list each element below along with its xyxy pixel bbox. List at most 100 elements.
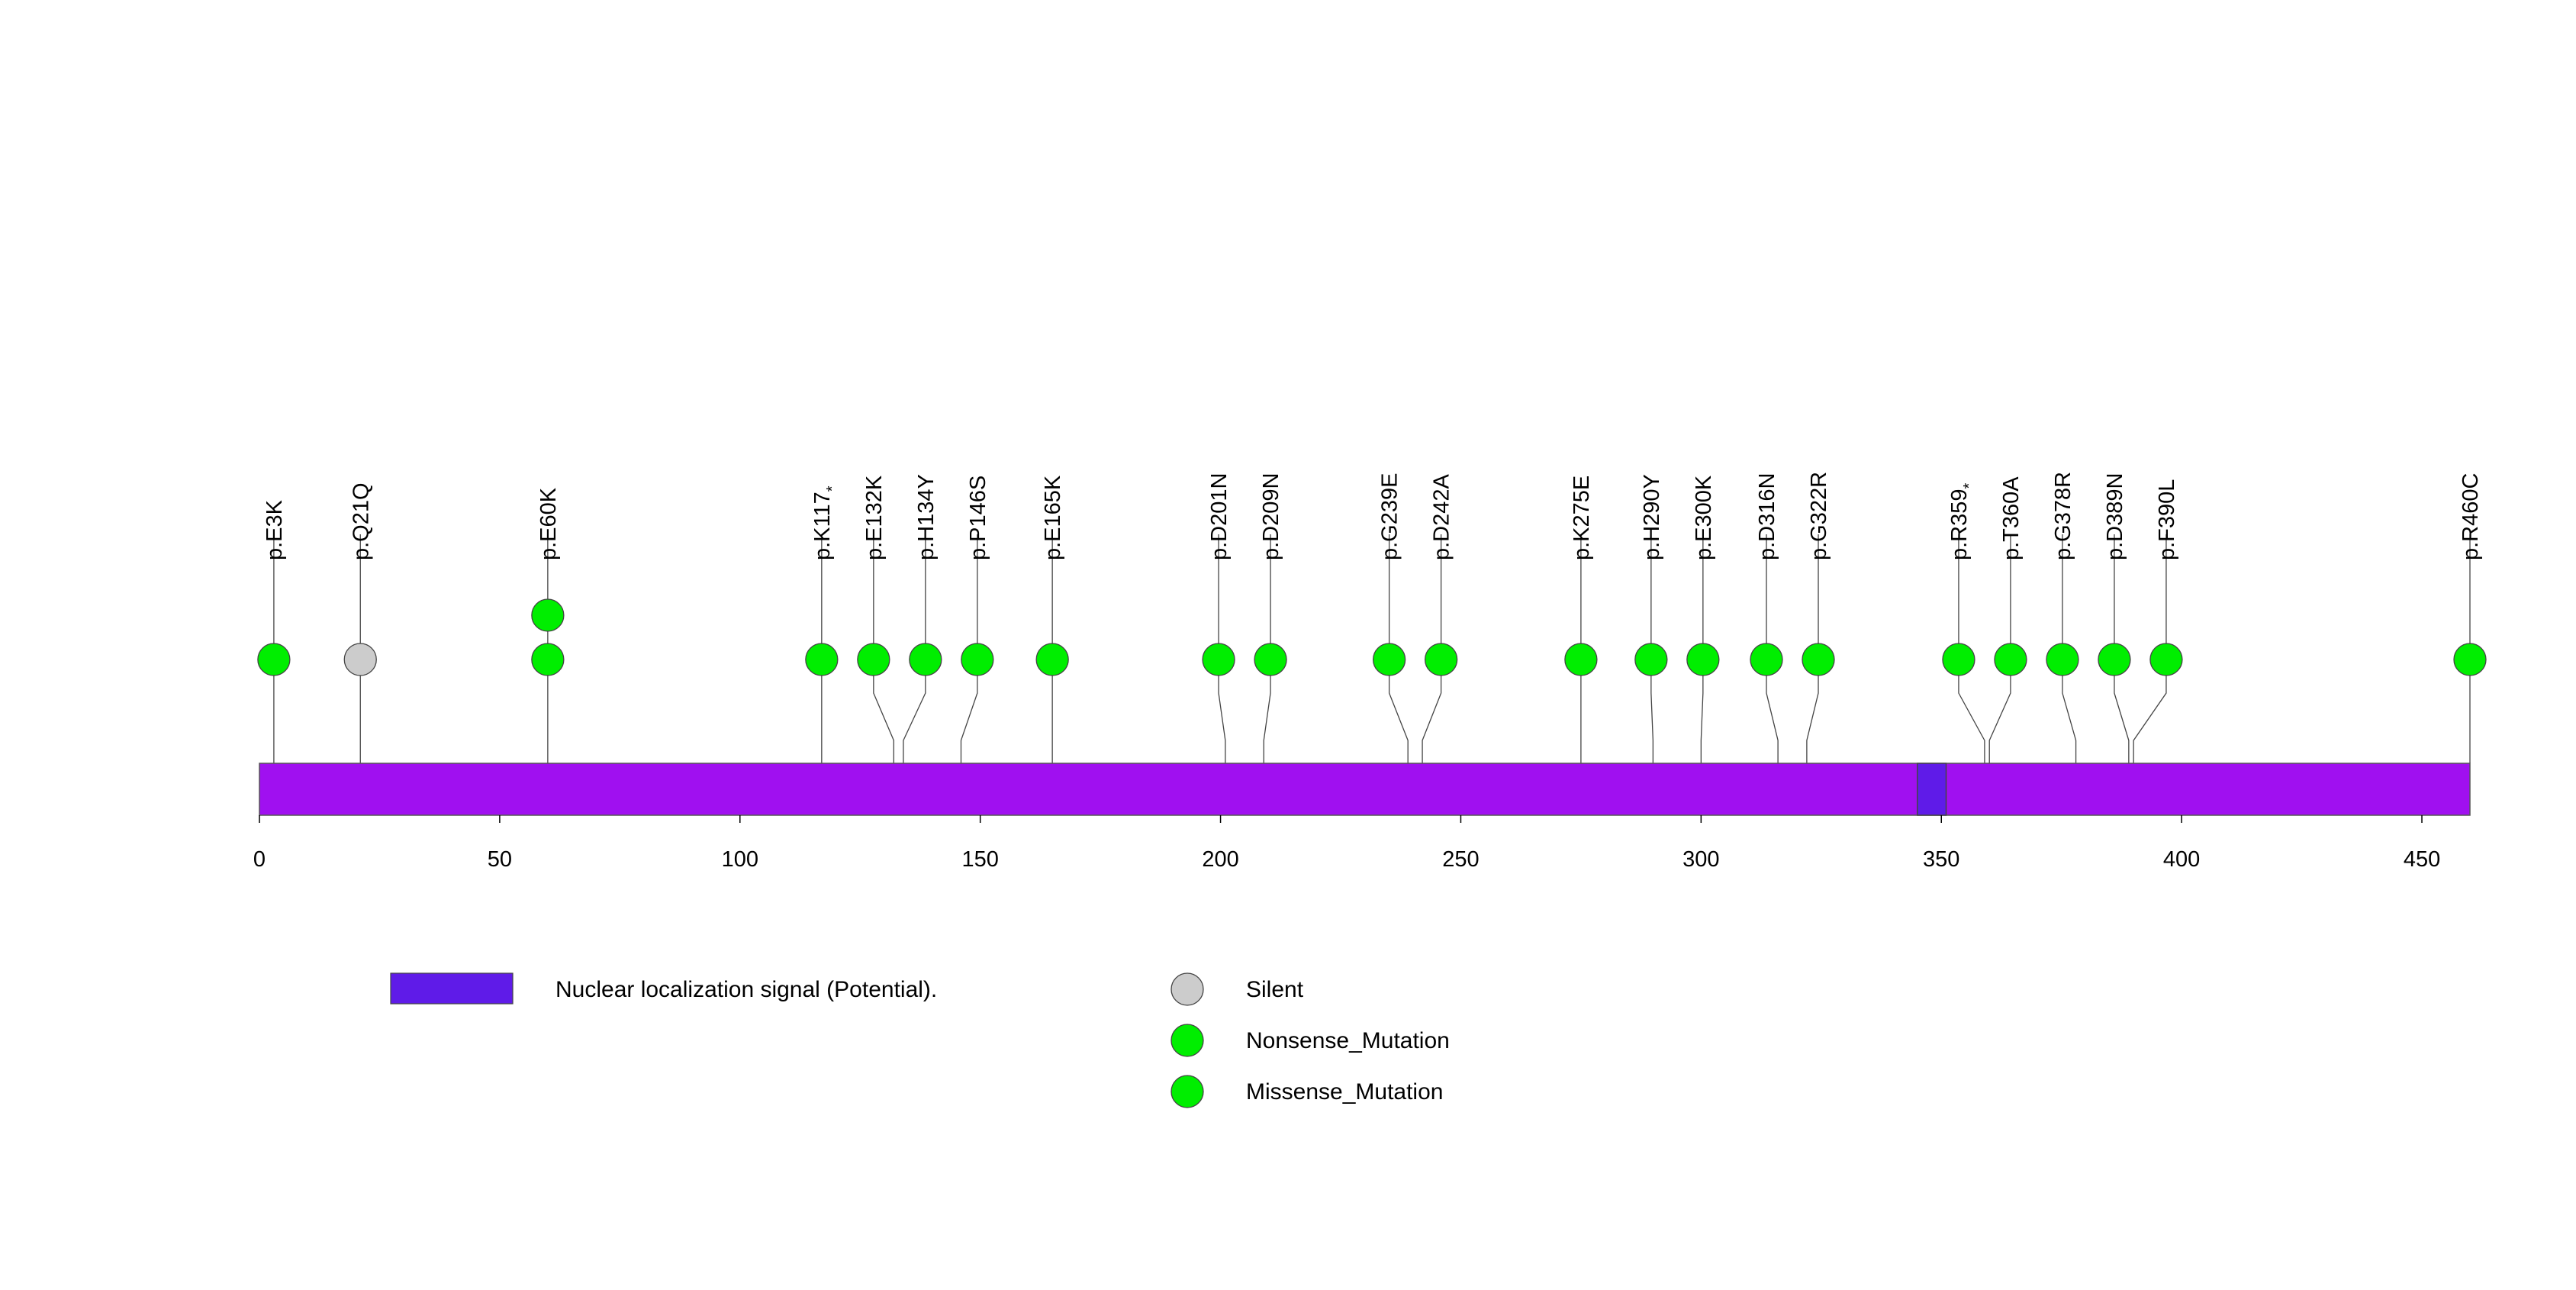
mutation-circle-p-G239E[interactable] xyxy=(1372,643,1406,676)
mutation-circle-p-K275E[interactable] xyxy=(1564,643,1598,676)
tick-label-150: 150 xyxy=(961,847,998,872)
mutation-label-p-G322R: p.G322R xyxy=(1807,472,1831,560)
mutation-circle-p-E165K[interactable] xyxy=(1035,643,1069,676)
svg-text:p.T360A: p.T360A xyxy=(1999,476,2024,560)
mutation-circle-p-E132K[interactable] xyxy=(857,643,890,676)
protein-backbone-group xyxy=(259,763,2471,816)
mutation-label-p-T360A: p.T360A xyxy=(1999,476,2024,560)
svg-text:p.H134Y: p.H134Y xyxy=(914,474,939,560)
svg-text:p.Q21Q: p.Q21Q xyxy=(349,482,373,560)
mutation-label-p-D389N: p.D389N xyxy=(2103,473,2127,560)
mutation-label-p-E60K: p.E60K xyxy=(536,487,561,560)
svg-text:p.D242A: p.D242A xyxy=(1430,473,1454,560)
legend-missense-mutation-label: Missense_Mutation xyxy=(1246,1079,1443,1105)
connector-p-D242A xyxy=(1422,534,1442,763)
mutation-label-p-H134Y: p.H134Y xyxy=(914,474,939,560)
tick-label-50: 50 xyxy=(488,847,512,872)
mutation-label-p-H290Y: p.H290Y xyxy=(1640,474,1664,560)
svg-text:p.G322R: p.G322R xyxy=(1807,472,1831,560)
connector-p-G378R xyxy=(2062,534,2077,763)
mutation-circle-p-D201N[interactable] xyxy=(1202,643,1235,676)
tick-label-250: 250 xyxy=(1442,847,1479,872)
svg-text:p.R460C: p.R460C xyxy=(2458,473,2483,560)
mutation-label-p-E300K: p.E300K xyxy=(1692,475,1716,560)
mutation-circle-p-D389N[interactable] xyxy=(2098,643,2131,676)
protein-backbone xyxy=(259,763,2471,816)
svg-text:p.D209N: p.D209N xyxy=(1259,473,1283,560)
mutation-circle-p-Q21Q[interactable] xyxy=(343,643,377,676)
connector-p-H134Y xyxy=(903,534,926,763)
svg-text:p.E300K: p.E300K xyxy=(1692,475,1716,560)
mutation-circle-p-D209N[interactable] xyxy=(1254,643,1287,676)
svg-text:p.R359*: p.R359* xyxy=(1947,482,1978,560)
connector-p-E300K xyxy=(1700,534,1704,763)
mutation-label-p-G378R: p.G378R xyxy=(2051,472,2075,560)
connector-p-D201N xyxy=(1218,534,1226,763)
x-axis: 0 50 100 150 200 250 300 350 400 450 xyxy=(253,815,2440,872)
connector-p-P146S xyxy=(960,534,978,763)
svg-text:p.D389N: p.D389N xyxy=(2103,473,2127,560)
mutation-label-p-F390L: p.F390L xyxy=(2155,479,2179,560)
mutation-circle-p-E300K[interactable] xyxy=(1686,643,1720,676)
svg-text:p.G378R: p.G378R xyxy=(2051,472,2075,560)
mutation-label-p-E132K: p.E132K xyxy=(862,475,887,560)
mutation-circle-p-G378R[interactable] xyxy=(2046,643,2079,676)
mutation-circle-p-R460C[interactable] xyxy=(2453,643,2487,676)
legend-domain-swatch xyxy=(390,972,514,1005)
mutation-label-p-G239E: p.G239E xyxy=(1378,473,1402,560)
legend-nonsense-mutation-label: Nonsense_Mutation xyxy=(1246,1028,1450,1053)
mutation-labels: p.E3K p.Q21Q p.E60K p.K117* p.E132K p.H134Y p.… xyxy=(262,472,2483,560)
legend-silent-label: Silent xyxy=(1246,977,1304,1002)
svg-text:p.G239E: p.G239E xyxy=(1378,473,1402,560)
mutation-circles xyxy=(257,598,2487,676)
svg-text:p.D316N: p.D316N xyxy=(1755,473,1779,560)
connector-p-R359 xyxy=(1958,534,1985,763)
mutation-label-p-P146S: p.P146S xyxy=(966,476,990,560)
legend: Nuclear localization signal (Potential).… xyxy=(390,972,1450,1108)
legend-nonsense-mutation-swatch xyxy=(1170,1024,1204,1057)
mutation-circle-p-R359[interactable] xyxy=(1942,643,1975,676)
connector-p-D209N xyxy=(1263,534,1271,763)
mutation-label-p-E165K: p.E165K xyxy=(1041,475,1065,560)
svg-text:p.K275E: p.K275E xyxy=(1570,476,1594,560)
mutation-circle-p-F390L[interactable] xyxy=(2149,643,2183,676)
svg-text:p.E3K: p.E3K xyxy=(262,499,287,560)
connector-p-G239E xyxy=(1388,534,1409,763)
mutation-circle-p-K117[interactable] xyxy=(805,643,839,676)
mutation-label-p-E3K: p.E3K xyxy=(262,499,287,560)
svg-text:p.P146S: p.P146S xyxy=(966,476,990,560)
svg-text:p.H290Y: p.H290Y xyxy=(1640,474,1664,560)
connector-lines xyxy=(273,534,2471,763)
tick-label-200: 200 xyxy=(1202,847,1238,872)
connector-p-G322R xyxy=(1806,534,1819,763)
mutation-label-p-D201N: p.D201N xyxy=(1207,473,1232,560)
mutation-label-p-Q21Q: p.Q21Q xyxy=(349,482,373,560)
mutation-circle-p-D242A[interactable] xyxy=(1424,643,1458,676)
connector-p-D316N xyxy=(1766,534,1779,763)
mutation-circle-p-G322R[interactable] xyxy=(1802,643,1835,676)
mutation-circle-p-E60K-2[interactable] xyxy=(531,598,565,632)
connector-p-H290Y xyxy=(1650,534,1654,763)
mutation-label-p-D209N: p.D209N xyxy=(1259,473,1283,560)
mutation-label-p-D316N: p.D316N xyxy=(1755,473,1779,560)
mutation-label-p-K275E: p.K275E xyxy=(1570,476,1594,560)
legend-missense-mutation-swatch xyxy=(1170,1075,1204,1108)
svg-text:p.E132K: p.E132K xyxy=(862,475,887,560)
connector-p-F390L xyxy=(2133,534,2167,763)
mutation-circle-p-T360A[interactable] xyxy=(1994,643,2027,676)
connector-p-E132K xyxy=(873,534,894,763)
svg-text:p.D201N: p.D201N xyxy=(1207,473,1232,560)
mutation-circle-p-H290Y[interactable] xyxy=(1634,643,1668,676)
tick-label-400: 400 xyxy=(2163,847,2200,872)
tick-label-300: 300 xyxy=(1682,847,1719,872)
mutation-label-p-K117: p.K117* xyxy=(810,485,841,560)
mutation-circle-p-P146S[interactable] xyxy=(961,643,994,676)
mutation-circle-p-E3K[interactable] xyxy=(257,643,291,676)
svg-text:p.E60K: p.E60K xyxy=(536,487,561,560)
mutation-circle-p-E60K-1[interactable] xyxy=(531,643,565,676)
mutation-circle-p-H134Y[interactable] xyxy=(909,643,942,676)
svg-text:p.K117*: p.K117* xyxy=(810,485,841,560)
mutation-circle-p-D316N[interactable] xyxy=(1750,643,1783,676)
tick-label-0: 0 xyxy=(253,847,266,872)
